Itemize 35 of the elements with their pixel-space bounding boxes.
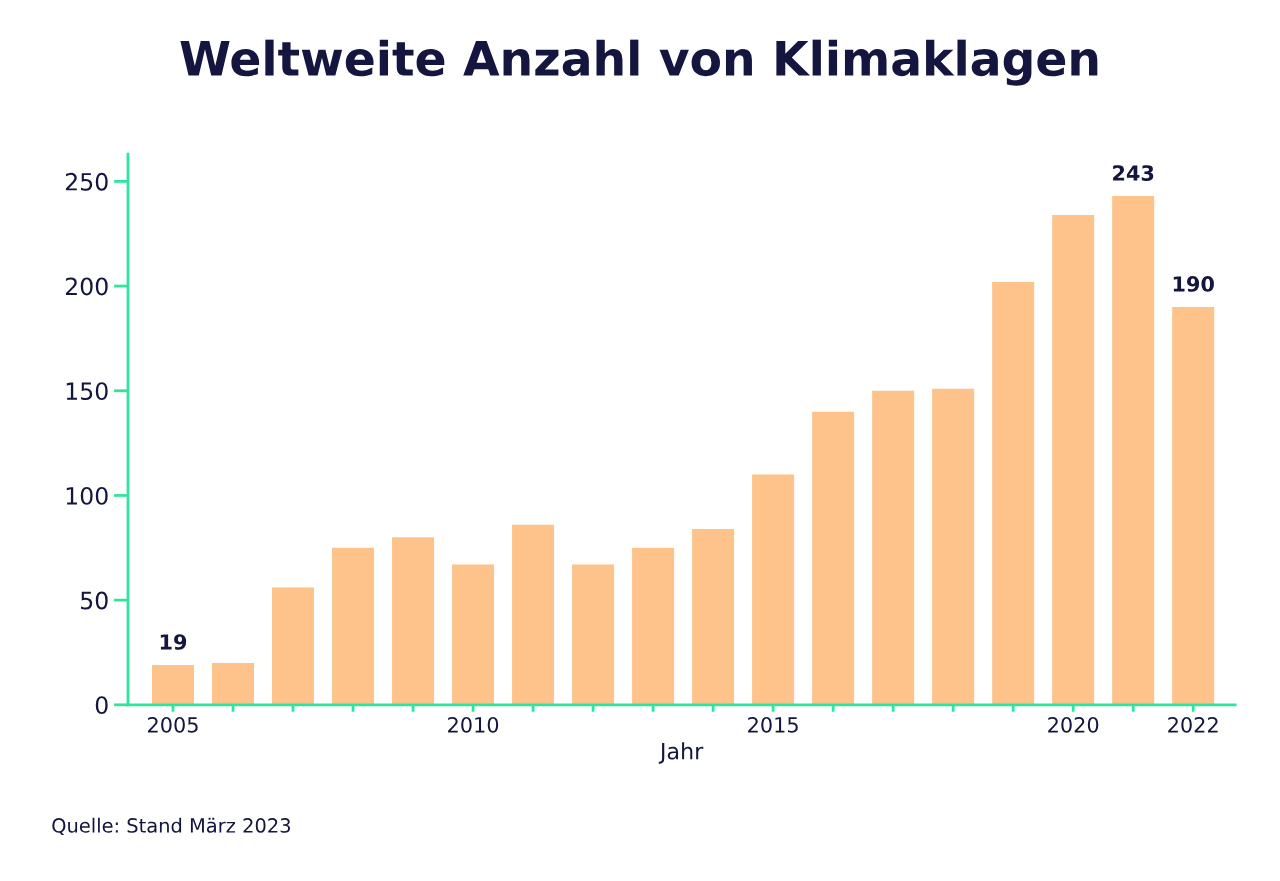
y-tick-label: 250 xyxy=(65,172,108,191)
source-note: Quelle: Stand März 2023 xyxy=(52,817,291,836)
bar xyxy=(272,587,315,705)
bar xyxy=(872,390,915,705)
y-tick-label: 50 xyxy=(81,591,108,610)
bar xyxy=(392,537,435,705)
y-tick-label: 100 xyxy=(66,486,108,505)
x-axis-title: Jahr xyxy=(658,742,704,764)
bar xyxy=(932,388,975,705)
y-tick-label: 0 xyxy=(95,696,108,715)
bar xyxy=(152,665,195,705)
x-tick-label: 2010 xyxy=(448,716,499,733)
bar xyxy=(632,547,675,705)
y-tick-label: 200 xyxy=(65,277,108,296)
chart-title: Weltweite Anzahl von Klimaklagen xyxy=(180,39,1098,86)
bar xyxy=(332,547,375,705)
x-tick-label: 2022 xyxy=(1168,716,1218,733)
bar xyxy=(1052,214,1095,705)
x-tick-label: 2015 xyxy=(748,716,798,733)
x-tick-label: 2020 xyxy=(1048,716,1099,733)
bar xyxy=(572,564,615,705)
bar xyxy=(992,281,1035,705)
bar xyxy=(752,474,795,705)
y-tick-label: 150 xyxy=(66,382,108,401)
bar xyxy=(812,411,855,705)
bar xyxy=(1172,307,1215,705)
bar xyxy=(512,524,555,705)
bar xyxy=(692,528,735,705)
bar xyxy=(452,564,495,705)
data-label: 19 xyxy=(160,634,187,650)
bar xyxy=(212,662,255,705)
x-tick-label: 2005 xyxy=(148,716,198,733)
bar xyxy=(1112,196,1155,705)
data-label: 243 xyxy=(1113,165,1154,181)
data-label: 190 xyxy=(1173,276,1214,292)
